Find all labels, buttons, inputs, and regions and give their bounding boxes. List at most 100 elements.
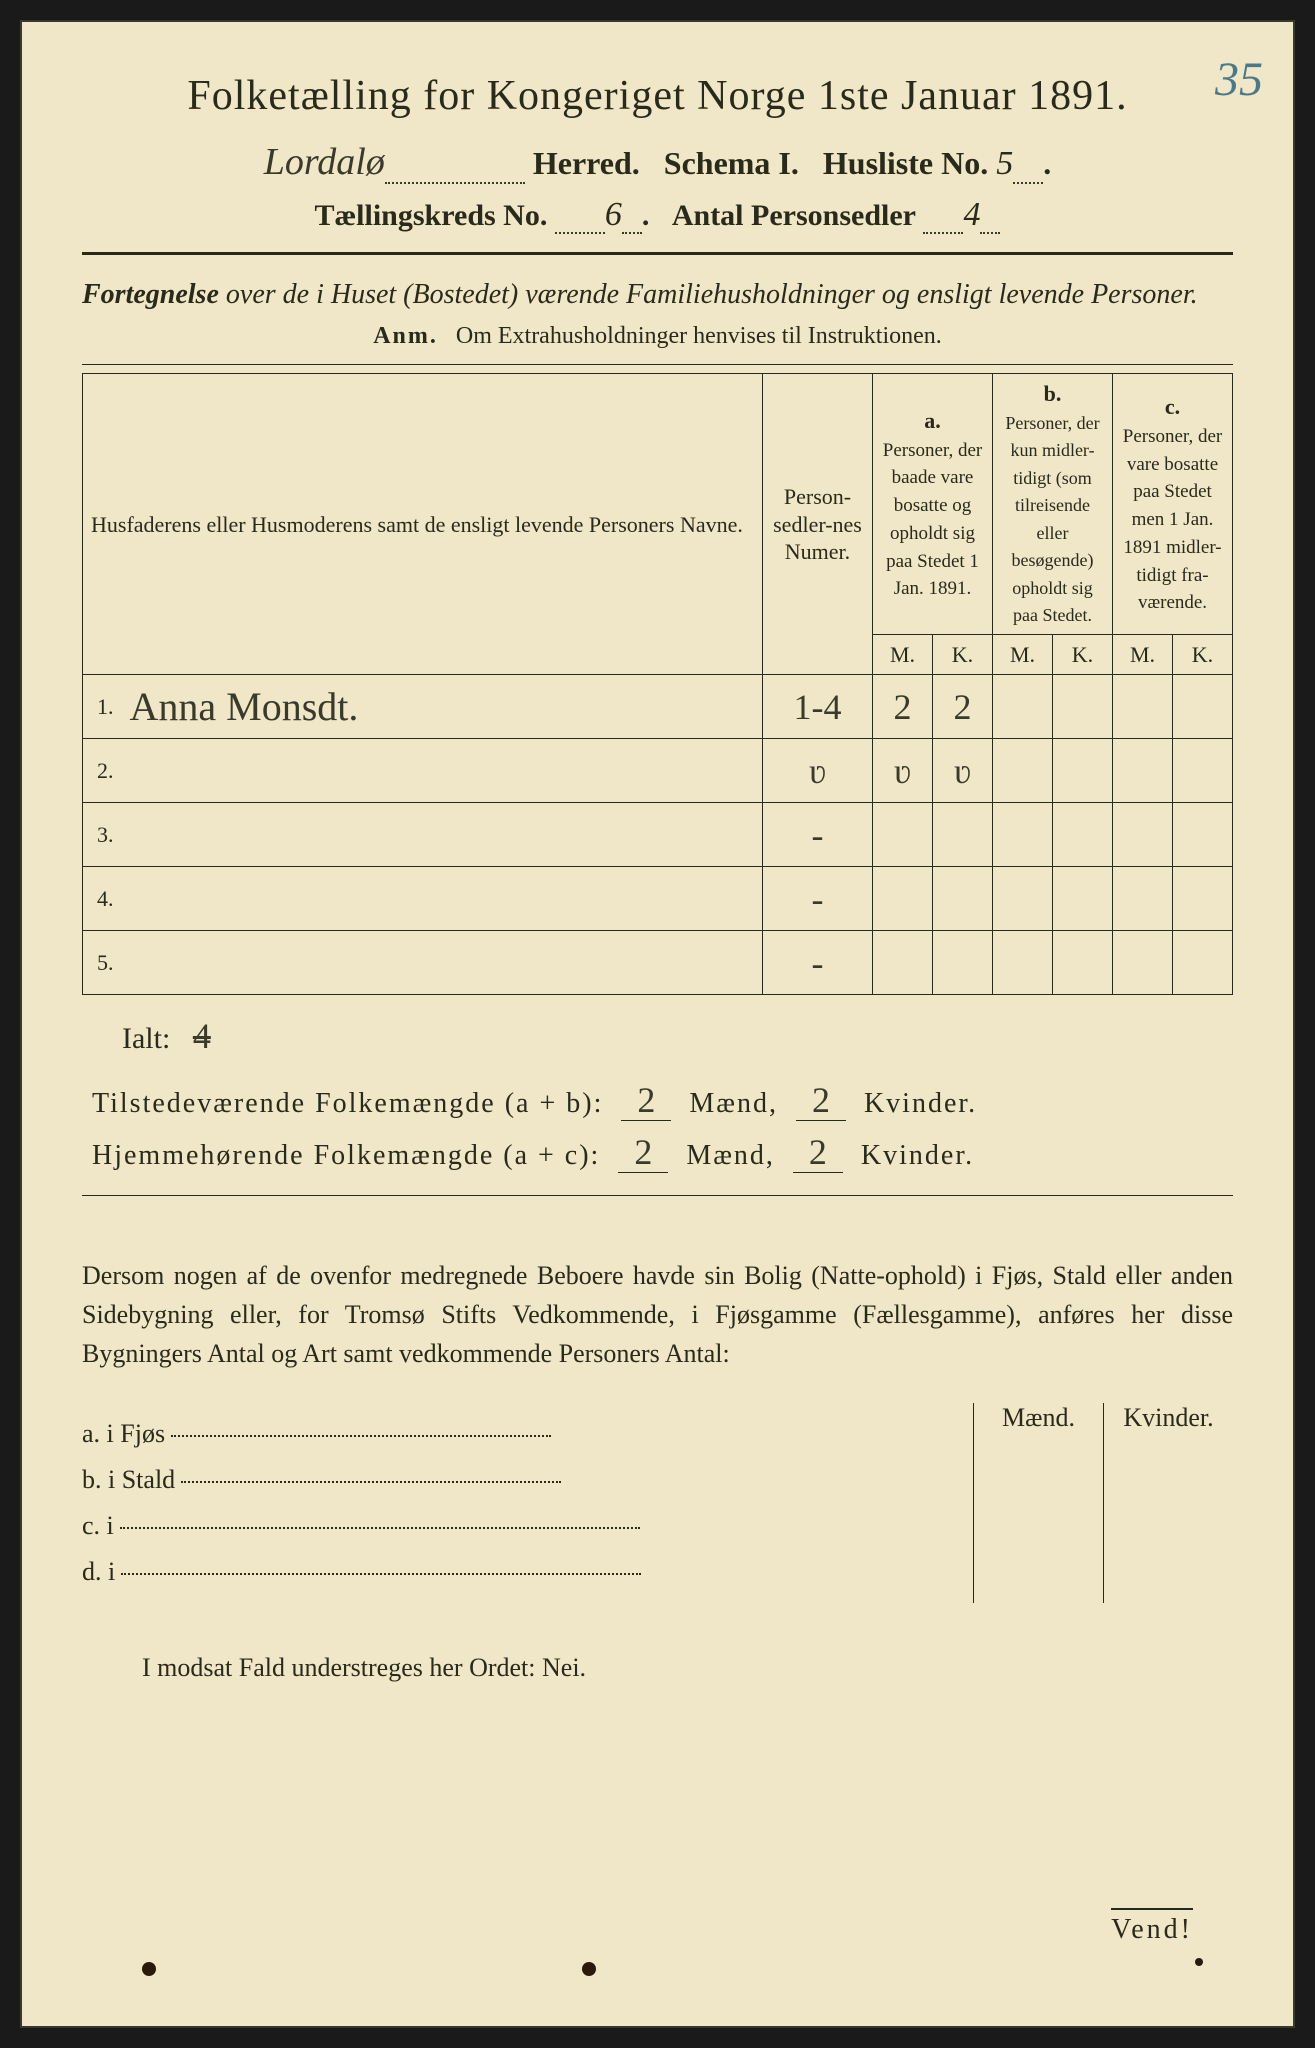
row-number: 2.: [83, 739, 122, 803]
husliste-label: Husliste No.: [823, 145, 988, 181]
th-a: a. Personer, der baade vare bosatte og o…: [873, 374, 993, 635]
row-number: 3.: [83, 803, 122, 867]
buildings-list: a. i Fjøs b. i Stald c. i d. i: [82, 1403, 973, 1603]
modsat-line: I modsat Fald understreges her Ordet: Ne…: [142, 1653, 1233, 1683]
row-number: 4.: [83, 867, 122, 931]
row-c-k: [1173, 739, 1233, 803]
building-row-b: b. i Stald: [82, 1465, 973, 1495]
row-b-m: [993, 867, 1053, 931]
row-a-k: [933, 867, 993, 931]
row-number: 5.: [83, 931, 122, 995]
row-a-m: [873, 803, 933, 867]
row-name: [122, 931, 763, 995]
maend-label-2: Mænd,: [686, 1140, 775, 1171]
row-c-m: [1113, 675, 1173, 739]
subtitle-row-2: Tællingskreds No. 6. Antal Personsedler …: [82, 196, 1233, 234]
subtitle-row-1: Lordalø Herred. Schema I. Husliste No. 5…: [82, 140, 1233, 184]
row-c-m: [1113, 867, 1173, 931]
schema-label: Schema I.: [664, 145, 799, 181]
kvinder-label-2: Kvinder.: [861, 1140, 974, 1171]
row-b-m: [993, 803, 1053, 867]
anm-text: Om Extrahusholdninger henvises til Instr…: [456, 323, 942, 349]
fortegnelse-rest: over de i Huset (Bostedet) værende Famil…: [219, 279, 1198, 310]
table-row: 3. -: [83, 803, 1233, 867]
th-c: c. Personer, der vare bosatte paa Stedet…: [1113, 374, 1233, 635]
fortegnelse-lead: Fortegnelse: [82, 279, 219, 310]
row-b-k: [1053, 867, 1113, 931]
ink-spot: [1195, 1958, 1203, 1966]
tilstede-m: 2: [621, 1080, 671, 1121]
row-name: [122, 867, 763, 931]
row-a-k: ʋ: [933, 739, 993, 803]
table-row: 1.Anna Monsdt.1-422: [83, 675, 1233, 739]
row-b-k: [1053, 931, 1113, 995]
row-c-m: [1113, 931, 1173, 995]
row-num: 1-4: [763, 675, 873, 739]
ialt-row: Ialt: 4: [122, 1015, 1233, 1057]
row-name: Anna Monsdt.: [122, 675, 763, 739]
ialt-value: 4: [193, 1016, 211, 1056]
buildings-section: a. i Fjøs b. i Stald c. i d. i Mænd. Kvi…: [82, 1403, 1233, 1603]
th-c-m: M.: [1113, 634, 1173, 675]
tilstede-k: 2: [796, 1080, 846, 1121]
vend-label: Vend!: [1111, 1908, 1193, 1946]
th-b-k: K.: [1053, 634, 1113, 675]
row-name: [122, 803, 763, 867]
census-table: Husfaderens eller Husmoderens samt de en…: [82, 373, 1233, 995]
table-row: 2. ʋʋʋ: [83, 739, 1233, 803]
table-row: 5. -: [83, 931, 1233, 995]
row-b-k: [1053, 675, 1113, 739]
building-row-d: d. i: [82, 1557, 973, 1587]
row-num: ʋ: [763, 739, 873, 803]
th-a-m: M.: [873, 634, 933, 675]
row-name: [122, 739, 763, 803]
building-row-a: a. i Fjøs: [82, 1419, 973, 1449]
anm-label: Anm.: [373, 323, 438, 349]
dersom-paragraph: Dersom nogen af de ovenfor medregnede Be…: [82, 1256, 1233, 1373]
th-b: b. Personer, der kun midler-tidigt (som …: [993, 374, 1113, 635]
row-a-m: [873, 867, 933, 931]
row-a-m: [873, 931, 933, 995]
herred-label: Herred.: [533, 145, 640, 181]
tilstede-label: Tilstedeværende Folkemængde (a + b):: [92, 1088, 603, 1119]
th-b-m: M.: [993, 634, 1053, 675]
hjemme-m: 2: [618, 1132, 668, 1173]
census-page: 35 Folketælling for Kongeriget Norge 1st…: [20, 20, 1295, 2028]
personsedler-value: 4: [963, 196, 980, 233]
th-names: Husfaderens eller Husmoderens samt de en…: [83, 374, 763, 675]
personsedler-label: Antal Personsedler: [672, 199, 916, 232]
kreds-value: 6: [605, 196, 622, 233]
row-a-k: [933, 803, 993, 867]
table-row: 4.-: [83, 867, 1233, 931]
hjemme-label: Hjemmehørende Folkemængde (a + c):: [92, 1140, 600, 1171]
row-c-k: [1173, 675, 1233, 739]
hjemme-row: Hjemmehørende Folkemængde (a + c): 2 Mæn…: [92, 1131, 1233, 1173]
row-b-k: [1053, 803, 1113, 867]
row-c-k: [1173, 931, 1233, 995]
divider: [82, 252, 1233, 255]
anm-note: Anm. Om Extrahusholdninger henvises til …: [82, 323, 1233, 350]
ink-spot: [582, 1962, 596, 1976]
row-a-m: 2: [873, 675, 933, 739]
row-c-m: [1113, 739, 1173, 803]
page-corner-number: 35: [1215, 52, 1263, 107]
row-c-m: [1113, 803, 1173, 867]
kvinder-label: Kvinder.: [864, 1088, 977, 1119]
kreds-label: Tællingskreds No.: [315, 199, 548, 232]
hjemme-k: 2: [793, 1132, 843, 1173]
row-num: -: [763, 803, 873, 867]
row-number: 1.: [83, 675, 122, 739]
row-b-k: [1053, 739, 1113, 803]
husliste-value: 5: [996, 145, 1013, 182]
row-a-m: ʋ: [873, 739, 933, 803]
row-a-k: 2: [933, 675, 993, 739]
divider-thin-2: [82, 1195, 1233, 1196]
herred-value: Lordalø: [264, 140, 385, 184]
row-b-m: [993, 931, 1053, 995]
buildings-mk-cols: Mænd. Kvinder.: [973, 1403, 1233, 1603]
th-numer: Person-sedler-nes Numer.: [763, 374, 873, 675]
th-c-k: K.: [1173, 634, 1233, 675]
divider-thin: [82, 364, 1233, 365]
row-num: -: [763, 931, 873, 995]
row-a-k: [933, 931, 993, 995]
